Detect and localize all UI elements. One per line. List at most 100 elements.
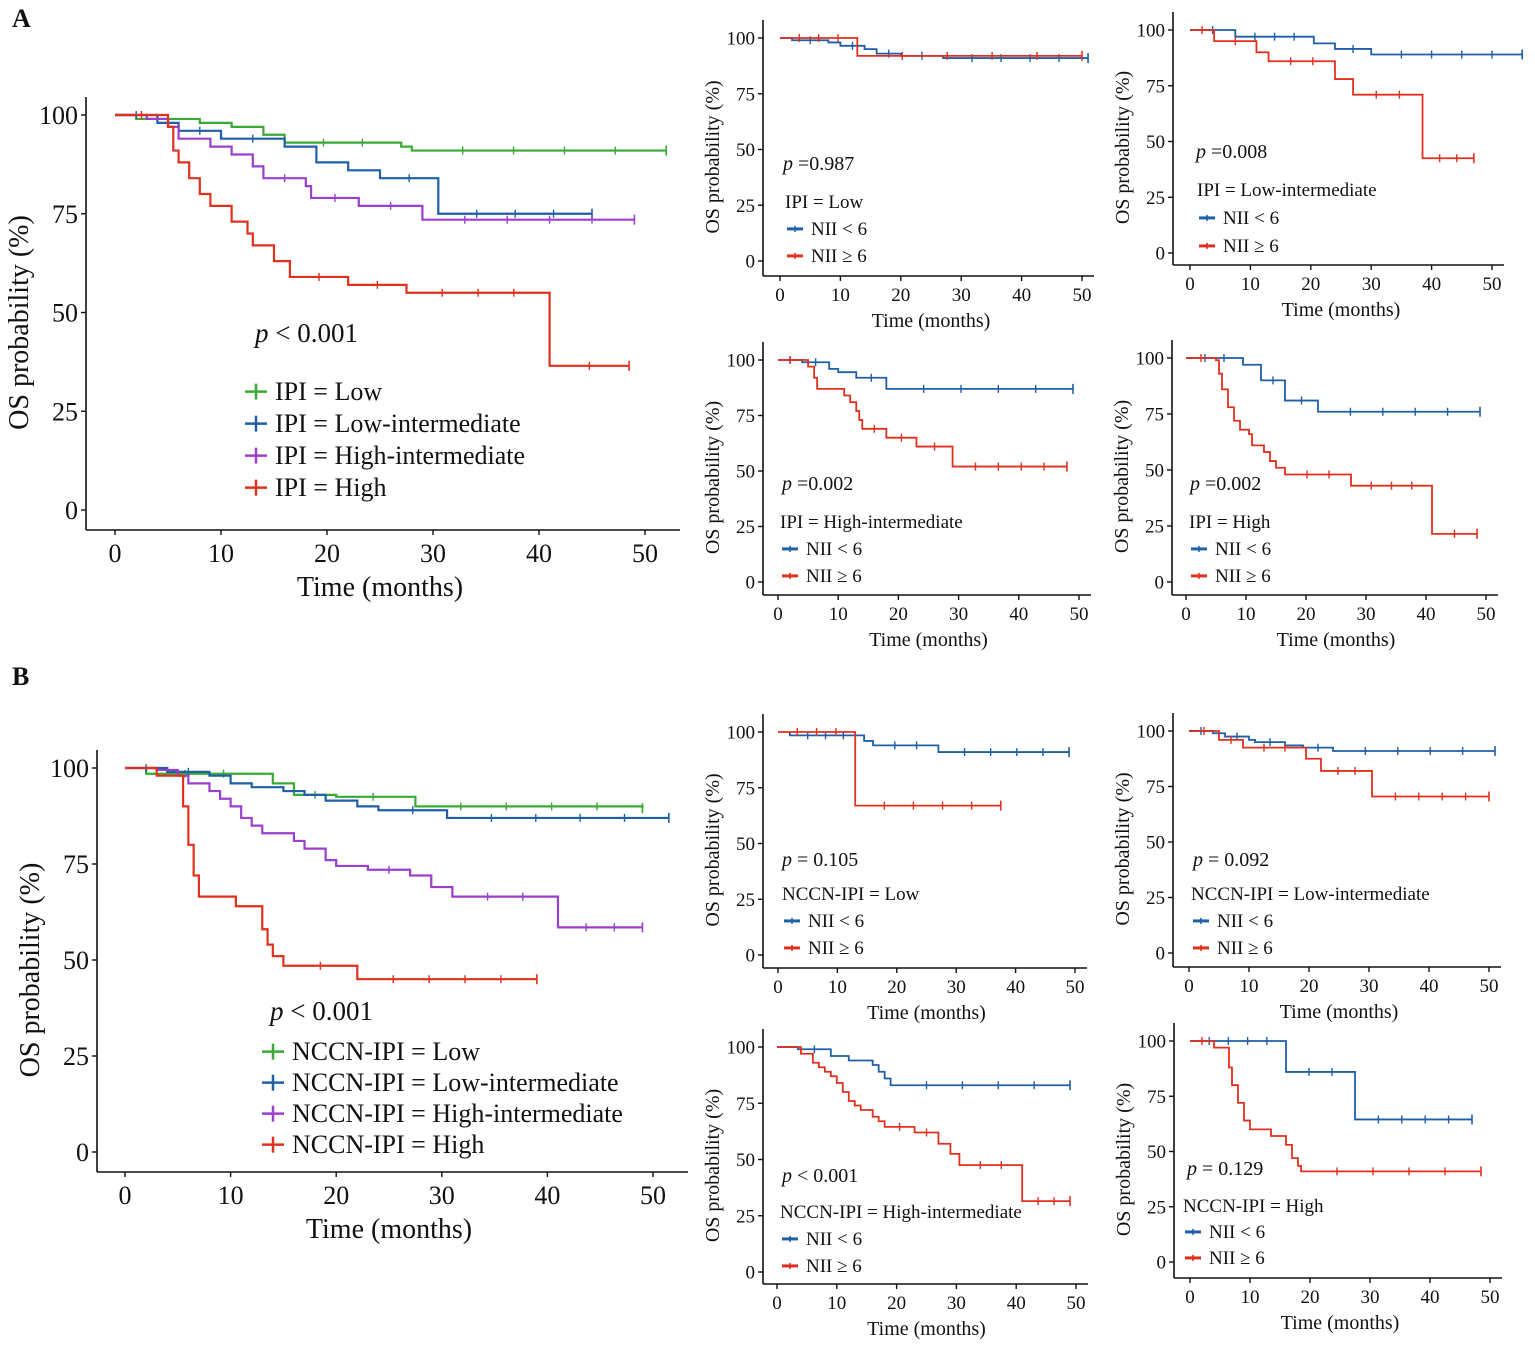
- x-axis-label: Time (months): [872, 310, 991, 332]
- legend-label: IPI = High: [275, 473, 386, 502]
- x-axis-label: Time (months): [1281, 1312, 1400, 1334]
- legend-title: NCCN-IPI = High-intermediate: [780, 1202, 1022, 1223]
- y-axis-label: OS probability (%): [1113, 1083, 1135, 1236]
- x-tick-label: 40: [1422, 274, 1441, 295]
- x-tick-label: 10: [1241, 1287, 1260, 1308]
- y-axis-label: OS probability (%): [15, 863, 46, 1078]
- x-axis-label: Time (months): [869, 629, 988, 651]
- x-tick-label: 50: [1067, 1293, 1086, 1314]
- legend-item: NII ≥ 6: [787, 246, 867, 267]
- x-tick-label: 10: [831, 285, 850, 306]
- km-curve-nii-6: [777, 1046, 1071, 1087]
- km-curve-nii-6: [1190, 29, 1523, 56]
- km-curve-nii-6: [777, 1046, 1071, 1203]
- x-tick-label: 20: [891, 285, 910, 306]
- km-curve-nccn-ipi-high: [125, 766, 537, 981]
- km-chart-B-highint: 0 25 50 75 100 0 10 20 30 40 50 Time (months) OS pro…: [702, 1029, 1088, 1340]
- x-axis-label: Time (months): [1277, 629, 1396, 651]
- x-tick-label: 50: [1481, 1287, 1500, 1308]
- x-tick-label: 10: [827, 1293, 846, 1314]
- x-tick-label: 20: [887, 977, 906, 998]
- legend-label: NII < 6: [1217, 911, 1273, 932]
- p-value-label: p =0.002: [780, 473, 853, 495]
- y-tick-label: 50: [1145, 461, 1164, 482]
- legend-item: IPI = High-intermediate: [245, 441, 525, 470]
- legend-item: NII ≥ 6: [1185, 1248, 1265, 1269]
- x-tick-label: 30: [952, 285, 971, 306]
- x-tick-label: 40: [1009, 604, 1028, 625]
- km-chart-A-low: 0 25 50 75 100 0 10 20 30 40 50 Time (months) OS pro…: [702, 20, 1094, 332]
- x-tick-label: 0: [773, 977, 783, 998]
- legend-item: IPI = High: [245, 473, 386, 502]
- x-tick-label: 50: [640, 1181, 666, 1210]
- x-tick-label: 50: [1483, 274, 1502, 295]
- y-tick-label: 50: [1146, 132, 1165, 153]
- y-tick-label: 0: [746, 252, 756, 273]
- legend-item: NII < 6: [782, 1229, 862, 1250]
- km-curve-ipi-high: [115, 113, 630, 367]
- legend-label: IPI = Low: [275, 377, 382, 406]
- legend-label: NII ≥ 6: [1215, 566, 1271, 587]
- y-tick-label: 100: [727, 29, 756, 50]
- y-tick-label: 100: [39, 101, 78, 130]
- y-tick-label: 100: [727, 1038, 756, 1059]
- x-tick-label: 10: [208, 539, 234, 568]
- y-axis-label: OS probability (%): [702, 1089, 724, 1242]
- y-tick-label: 100: [727, 351, 756, 372]
- x-tick-label: 40: [1006, 977, 1025, 998]
- x-tick-label: 40: [526, 539, 552, 568]
- panel-label-a: A: [12, 4, 31, 33]
- km-curve-ipi-low: [115, 113, 667, 152]
- legend-item: IPI = Low-intermediate: [245, 409, 521, 438]
- p-value-label: p =0.008: [1194, 141, 1267, 163]
- legend-item: NCCN-IPI = Low-intermediate: [262, 1068, 619, 1097]
- x-tick-label: 10: [1240, 976, 1259, 997]
- x-tick-label: 0: [109, 539, 122, 568]
- p-value-label: p =0.002: [1188, 473, 1261, 495]
- p-value-label: p < 0.001: [268, 996, 373, 1026]
- x-tick-label: 50: [1073, 285, 1092, 306]
- km-curve-nii-6: [1189, 730, 1489, 798]
- y-tick-label: 50: [736, 462, 755, 483]
- y-tick-label: 75: [736, 1094, 755, 1115]
- y-tick-label: 0: [65, 496, 78, 525]
- legend-title: IPI = High-intermediate: [780, 512, 963, 533]
- y-tick-label: 0: [76, 1138, 89, 1167]
- p-value-label: p = 0.129: [1185, 1158, 1263, 1180]
- y-tick-label: 25: [1146, 888, 1165, 909]
- x-axis-label: Time (months): [1282, 299, 1401, 321]
- y-tick-label: 75: [1145, 405, 1164, 426]
- y-tick-label: 75: [736, 778, 755, 799]
- y-tick-label: 100: [1137, 722, 1166, 743]
- legend-label: NII ≥ 6: [811, 246, 867, 267]
- x-axis-label: Time (months): [867, 1002, 986, 1024]
- y-tick-label: 25: [736, 517, 755, 538]
- legend-label: NII ≥ 6: [808, 938, 864, 959]
- x-tick-label: 20: [314, 539, 340, 568]
- y-tick-label: 25: [52, 397, 78, 426]
- y-tick-label: 0: [746, 573, 756, 594]
- x-tick-label: 50: [632, 539, 658, 568]
- y-tick-label: 50: [736, 1150, 755, 1171]
- legend-item: NII < 6: [1193, 911, 1273, 932]
- x-tick-label: 40: [1420, 976, 1439, 997]
- legend-label: NII < 6: [1209, 1222, 1265, 1243]
- y-tick-label: 100: [1136, 349, 1165, 370]
- y-axis-label: OS probability (%): [1112, 71, 1134, 224]
- km-chart-A-high: 0 25 50 75 100 0 10 20 30 40 50 Time (months) OS pro…: [1111, 340, 1498, 651]
- y-tick-label: 50: [52, 299, 78, 328]
- y-tick-label: 25: [736, 1206, 755, 1227]
- x-axis-label: Time (months): [867, 1318, 986, 1340]
- y-tick-label: 100: [50, 754, 89, 783]
- legend-item: NII ≥ 6: [782, 1256, 862, 1277]
- y-tick-label: 50: [1147, 1142, 1166, 1163]
- panel-label-b: B: [12, 662, 30, 691]
- x-tick-label: 30: [1361, 1287, 1380, 1308]
- x-tick-label: 20: [889, 604, 908, 625]
- x-tick-label: 20: [323, 1181, 349, 1210]
- legend-title: NCCN-IPI = Low-intermediate: [1191, 884, 1430, 905]
- km-curve-nii-6: [788, 732, 1070, 753]
- km-chart-A-highint: 0 25 50 75 100 0 10 20 30 40 50 Time (months) OS pro…: [702, 342, 1091, 651]
- x-tick-label: 40: [534, 1181, 560, 1210]
